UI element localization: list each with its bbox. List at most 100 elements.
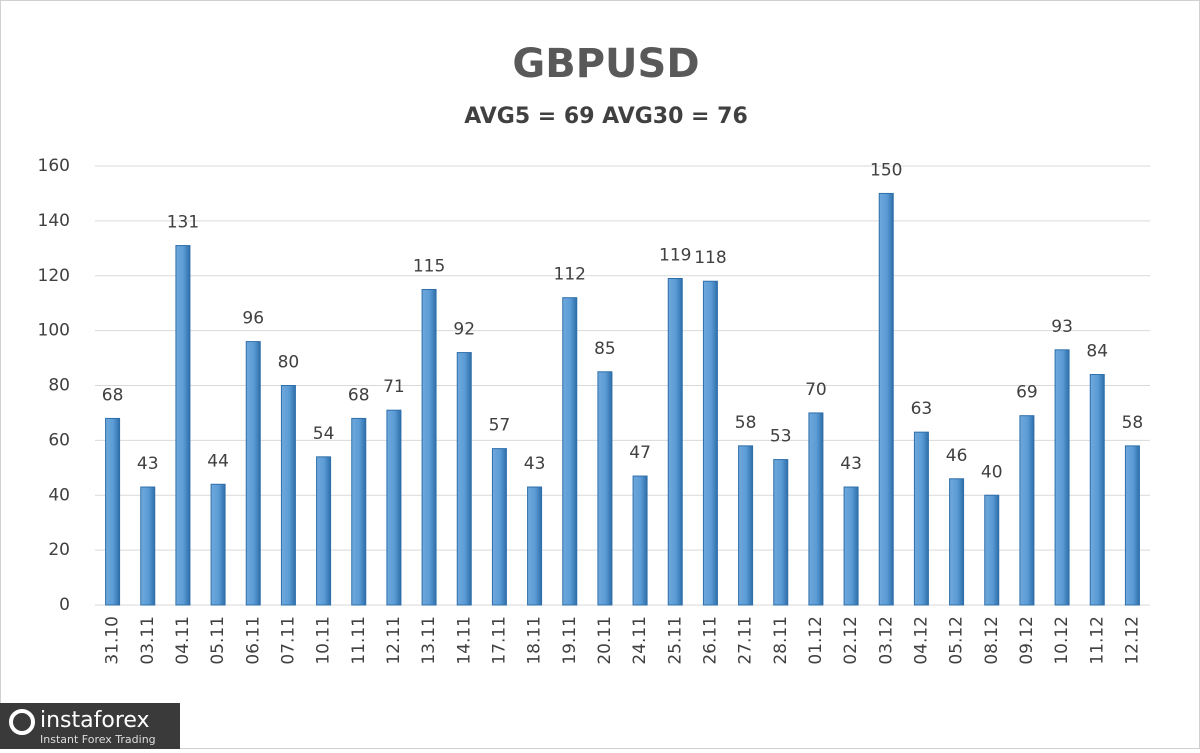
bar bbox=[984, 494, 1000, 606]
data-label: 92 bbox=[453, 320, 475, 340]
x-tick-label: 25.11 bbox=[665, 616, 685, 665]
data-label: 93 bbox=[1051, 317, 1073, 337]
data-label: 47 bbox=[629, 443, 651, 463]
watermark-bg bbox=[0, 703, 180, 749]
bar bbox=[1019, 415, 1035, 606]
x-tick-label: 28.11 bbox=[771, 616, 791, 665]
chart-subtitle: AVG5 = 69 AVG30 = 76 bbox=[464, 104, 748, 129]
data-label: 118 bbox=[694, 248, 726, 268]
watermark-logo bbox=[9, 709, 35, 735]
bar bbox=[105, 417, 121, 606]
y-tick-label: 160 bbox=[38, 156, 70, 176]
data-label: 44 bbox=[207, 451, 229, 471]
x-tick-label: 13.11 bbox=[419, 616, 439, 665]
data-label: 43 bbox=[524, 454, 546, 474]
data-label: 119 bbox=[659, 245, 691, 265]
data-label: 115 bbox=[413, 256, 445, 276]
watermark-brand: instaforex bbox=[40, 708, 150, 733]
data-label: 46 bbox=[946, 446, 968, 466]
x-tick-label: 01.12 bbox=[806, 616, 826, 665]
y-tick-label: 100 bbox=[38, 321, 70, 341]
data-label: 85 bbox=[594, 339, 616, 359]
bar bbox=[702, 280, 718, 606]
bar bbox=[245, 341, 261, 606]
x-tick-label: 11.12 bbox=[1087, 616, 1107, 665]
x-tick-label: 12.12 bbox=[1122, 616, 1142, 665]
bar bbox=[456, 352, 472, 606]
y-tick-label: 40 bbox=[48, 485, 70, 505]
bar bbox=[421, 288, 437, 606]
bar bbox=[597, 371, 613, 606]
x-tick-label: 31.10 bbox=[103, 616, 123, 665]
bar bbox=[527, 486, 543, 606]
x-tick-label: 18.11 bbox=[525, 616, 545, 665]
data-label: 150 bbox=[870, 160, 902, 180]
y-tick-label: 120 bbox=[38, 266, 70, 286]
x-tick-label: 11.11 bbox=[349, 616, 369, 665]
x-tick-label: 02.12 bbox=[841, 616, 861, 665]
x-tick-label: 10.11 bbox=[314, 616, 334, 665]
x-tick-label: 03.11 bbox=[138, 616, 158, 665]
x-tick-label: 26.11 bbox=[700, 616, 720, 665]
chart-title: GBPUSD bbox=[512, 41, 699, 87]
x-tick-label: 06.11 bbox=[243, 616, 263, 665]
x-tick-label: 05.11 bbox=[208, 616, 228, 665]
x-tick-label: 04.11 bbox=[173, 616, 193, 665]
x-tick-label: 27.11 bbox=[736, 616, 756, 665]
x-tick-label: 10.12 bbox=[1052, 616, 1072, 665]
bar bbox=[808, 412, 824, 606]
x-tick-label: 19.11 bbox=[560, 616, 580, 665]
bar bbox=[667, 277, 683, 606]
x-tick-label: 17.11 bbox=[489, 616, 509, 665]
bar bbox=[175, 245, 191, 606]
x-tick-label: 20.11 bbox=[595, 616, 615, 665]
bar bbox=[913, 431, 929, 606]
bar bbox=[1054, 349, 1070, 606]
x-tick-label: 14.11 bbox=[454, 616, 474, 665]
data-label: 43 bbox=[840, 454, 862, 474]
bar bbox=[386, 409, 402, 606]
bar bbox=[316, 456, 332, 606]
x-tick-label: 04.12 bbox=[911, 616, 931, 665]
watermark: instaforex Instant Forex Trading bbox=[0, 703, 180, 749]
x-tick-label: 12.11 bbox=[384, 616, 404, 665]
data-label: 84 bbox=[1086, 342, 1108, 362]
bar bbox=[1124, 445, 1140, 606]
y-tick-label: 80 bbox=[48, 376, 70, 396]
bar bbox=[140, 486, 156, 606]
data-label: 70 bbox=[805, 380, 827, 400]
data-label: 131 bbox=[167, 213, 199, 233]
x-tick-label: 08.12 bbox=[982, 616, 1002, 665]
data-label: 58 bbox=[735, 413, 757, 433]
data-label: 96 bbox=[242, 309, 264, 329]
y-tick-label: 60 bbox=[48, 430, 70, 450]
bar bbox=[738, 445, 754, 606]
bar bbox=[949, 478, 965, 606]
bar bbox=[491, 448, 507, 606]
bar bbox=[562, 297, 578, 606]
bar bbox=[351, 417, 367, 606]
data-label: 53 bbox=[770, 427, 792, 447]
data-label: 112 bbox=[554, 265, 586, 285]
y-tick-label: 20 bbox=[48, 540, 70, 560]
bar bbox=[210, 483, 226, 606]
bar bbox=[878, 192, 894, 606]
data-label: 63 bbox=[911, 399, 933, 419]
bar bbox=[1089, 374, 1105, 606]
data-label: 80 bbox=[278, 353, 300, 373]
watermark-tagline: Instant Forex Trading bbox=[40, 733, 156, 746]
data-label: 68 bbox=[348, 385, 370, 405]
data-label: 71 bbox=[383, 377, 405, 397]
bar bbox=[843, 486, 859, 606]
bar bbox=[280, 385, 296, 606]
x-tick-label: 24.11 bbox=[630, 616, 650, 665]
data-label: 40 bbox=[981, 462, 1003, 482]
data-label: 43 bbox=[137, 454, 159, 474]
bar bbox=[632, 475, 648, 606]
x-tick-label: 09.12 bbox=[1017, 616, 1037, 665]
x-tick-label: 03.12 bbox=[876, 616, 896, 665]
y-tick-label: 0 bbox=[59, 595, 70, 615]
data-label: 58 bbox=[1122, 413, 1144, 433]
data-label: 68 bbox=[102, 385, 124, 405]
data-label: 54 bbox=[313, 424, 335, 444]
